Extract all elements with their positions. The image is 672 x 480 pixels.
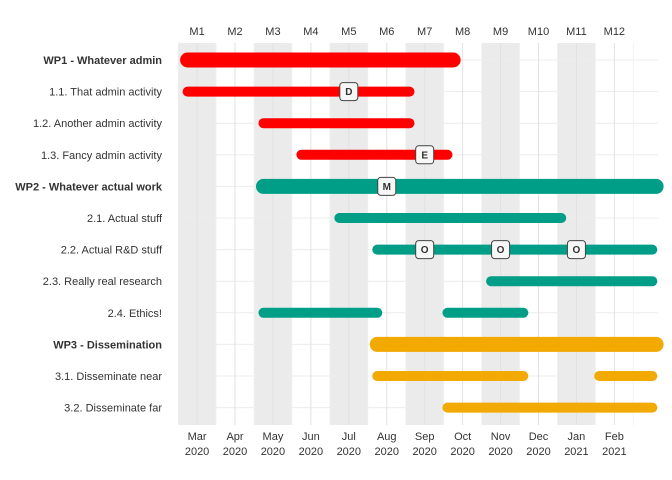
date-tick-label: Jul <box>342 431 356 443</box>
date-tick-year: 2021 <box>564 446 588 458</box>
milestone-marker: O <box>415 240 435 260</box>
date-tick-year: 2020 <box>337 446 361 458</box>
date-tick-label: Jan <box>568 431 586 443</box>
date-tick-label: Feb <box>605 431 624 443</box>
task-label: 2.2. Actual R&D stuff <box>61 245 163 257</box>
date-tick-label: Nov <box>491 431 511 443</box>
milestone-label: E <box>421 150 428 161</box>
date-tick-label: Apr <box>226 431 243 443</box>
date-tick-label: May <box>263 431 284 443</box>
milestone-marker: D <box>339 82 359 102</box>
milestone-label: O <box>573 245 581 256</box>
row-labels: WP1 - Whatever admin 1.1. That admin acti… <box>15 55 163 415</box>
milestone-box <box>415 145 435 165</box>
date-tick-label: Mar <box>188 431 207 443</box>
milestone-box <box>415 240 435 260</box>
milestone-marker: E <box>415 145 435 165</box>
milestone-label: D <box>345 87 352 98</box>
date-tick-label: Jun <box>302 431 320 443</box>
task-label: 1.1. That admin activity <box>49 87 162 99</box>
milestone-marker: M <box>377 176 397 196</box>
milestone-box <box>377 176 397 196</box>
milestone-label: O <box>497 245 505 256</box>
date-tick-label: Sep <box>415 431 435 443</box>
month-tick-label: M12 <box>604 26 625 38</box>
date-tick-year: 2020 <box>450 446 474 458</box>
month-tick-label: M9 <box>493 26 508 38</box>
date-tick-year: 2020 <box>185 446 209 458</box>
workpackage-label: WP1 - Whatever admin <box>43 55 162 67</box>
task-label: 3.1. Disseminate near <box>55 371 162 383</box>
milestone-marker: O <box>566 240 586 260</box>
task-label: 1.2. Another admin activity <box>33 118 163 130</box>
date-tick-year: 2020 <box>526 446 550 458</box>
milestone-box <box>566 240 586 260</box>
date-tick-year: 2020 <box>488 446 512 458</box>
date-tick-year: 2020 <box>375 446 399 458</box>
month-tick-label: M2 <box>227 26 242 38</box>
task-label: 2.1. Actual stuff <box>87 213 163 225</box>
month-tick-label: M10 <box>528 26 549 38</box>
date-tick-year: 2021 <box>602 446 626 458</box>
task-label: 1.3. Fancy admin activity <box>41 150 163 162</box>
milestone-marker: O <box>491 240 511 260</box>
bottom-date-axis: Mar 2020 Apr 2020 May 2020 Jun 2020 Jul 2020 Aug 20… <box>185 431 627 458</box>
workpackage-label: WP2 - Whatever actual work <box>15 181 163 193</box>
month-tick-label: M4 <box>303 26 318 38</box>
task-label: 2.4. Ethics! <box>108 308 162 320</box>
milestone-label: O <box>421 245 429 256</box>
date-tick-label: Aug <box>377 431 397 443</box>
task-label: 3.2. Disseminate far <box>64 403 162 415</box>
date-tick-label: Oct <box>454 431 471 443</box>
date-tick-year: 2020 <box>299 446 323 458</box>
month-tick-label: M3 <box>265 26 280 38</box>
top-month-axis: M1 M2 M3 M4 M5 M6 M7 M8 M9 M10 M11 M12 <box>189 26 625 38</box>
month-tick-label: M1 <box>189 26 204 38</box>
workpackage-label: WP3 - Dissemination <box>53 339 162 351</box>
month-tick-label: M8 <box>455 26 470 38</box>
milestone-box <box>491 240 511 260</box>
milestone-box <box>339 82 359 102</box>
month-tick-label: M6 <box>379 26 394 38</box>
month-tick-label: M7 <box>417 26 432 38</box>
date-tick-year: 2020 <box>412 446 436 458</box>
task-label: 2.3. Really real research <box>43 276 162 288</box>
milestones: D E M O O O <box>339 82 586 260</box>
milestone-label: M <box>383 182 391 193</box>
month-tick-label: M5 <box>341 26 356 38</box>
date-tick-year: 2020 <box>261 446 285 458</box>
month-tick-label: M11 <box>566 26 587 38</box>
date-tick-year: 2020 <box>223 446 247 458</box>
date-tick-label: Dec <box>529 431 549 443</box>
